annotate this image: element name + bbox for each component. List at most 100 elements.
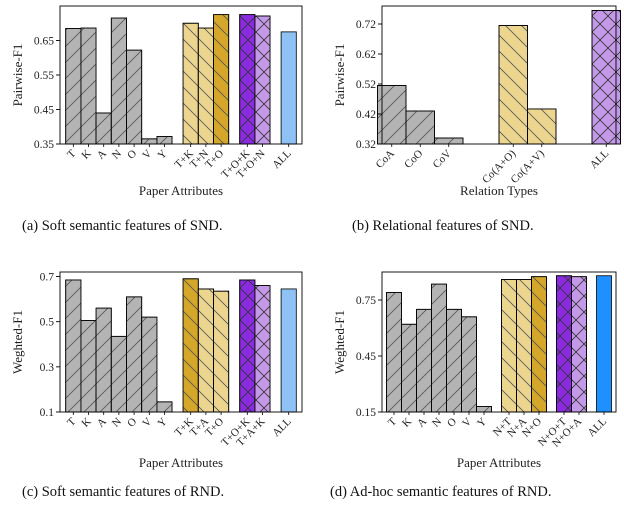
bar-hatch-v (141, 316, 158, 413)
bar-hatch-co-a-v- (527, 108, 557, 145)
y-axis-label: Pairwise-F1 (332, 44, 347, 107)
x-tick-label: K (80, 148, 94, 162)
bar-hatch-cov (434, 137, 464, 145)
bar-hatch-k (401, 323, 417, 413)
x-tick-label: T (386, 415, 399, 428)
bar-hatch-a (95, 112, 112, 145)
x-axis-label: Paper Attributes (139, 183, 223, 198)
y-tick-label: 0.5 (40, 317, 55, 329)
y-tick-label: 0.35 (34, 139, 54, 151)
caption-b: (b) Relational features of SND. (352, 218, 534, 234)
x-tick-label: ALL (588, 147, 612, 171)
bar-hatch-y (476, 405, 492, 413)
x-tick-label: N (110, 416, 124, 430)
x-tick-label: T+O (203, 148, 226, 171)
y-tick-label: 0.7 (40, 272, 55, 284)
x-tick-label: N (430, 416, 444, 430)
x-tick-label: A (95, 416, 109, 430)
chart-d: 0.150.450.75T K A N O V Y N+TN+AN+ON+O+TN+O+A AL… (332, 271, 617, 470)
bar-hatch-n-o (531, 276, 547, 413)
bar-hatch-n-t (501, 279, 517, 413)
y-tick-label: 0.52 (356, 79, 376, 91)
y-tick-label: 0.55 (34, 70, 54, 82)
bar-hatch-t-n (197, 27, 214, 145)
x-tick-label: T+O (203, 416, 226, 439)
x-tick-label: V (140, 148, 154, 162)
bar-hatch-v (461, 316, 477, 413)
y-tick-label: 0.45 (34, 105, 54, 117)
bar-hatch-n-o-a (571, 276, 587, 413)
bar-hatch-t-a-k (254, 285, 271, 413)
y-tick-label: 0.75 (356, 295, 376, 307)
bar-hatch-coo (405, 110, 435, 145)
y-tick-label: 0.72 (356, 19, 376, 31)
bar-hatch-t-o-k (239, 279, 256, 413)
bar-hatch-t-k (182, 22, 199, 145)
x-tick-label: O (125, 416, 139, 430)
y-tick-label: 0.15 (356, 407, 376, 419)
bar-hatch-o (126, 296, 143, 413)
x-tick-label: CoV (431, 148, 454, 171)
caption-a: (a) Soft semantic features of SND. (22, 218, 223, 234)
x-tick-label: K (80, 416, 94, 430)
caption-c: (c) Soft semantic features of RND. (22, 484, 225, 500)
bar-all (280, 31, 297, 145)
x-tick-label: Y (475, 416, 489, 430)
chart-c: 0.10.30.50.7T K A N O V Y T+KT+AT+OT+O+KT+A+K AL… (10, 271, 303, 470)
y-axis-label: Weghted-F1 (332, 310, 347, 374)
bar-hatch-n (110, 335, 127, 413)
x-tick-label: V (460, 416, 474, 430)
x-tick-label: T (65, 415, 78, 428)
bar-hatch-o (126, 49, 143, 145)
x-tick-label: A (415, 416, 429, 430)
x-tick-label: ALL (270, 147, 294, 171)
y-tick-label: 0.65 (34, 36, 54, 48)
bar-hatch-co-a-o- (498, 25, 528, 145)
x-tick-label: O (125, 148, 139, 162)
bar-hatch-n (431, 283, 447, 413)
x-tick-label: CoO (402, 148, 425, 171)
bar-hatch-a (95, 307, 112, 413)
bar-hatch-v (141, 138, 158, 145)
x-tick-label: N (110, 148, 124, 162)
x-tick-label: A (95, 148, 109, 162)
bar-hatch-k (80, 27, 97, 145)
caption-d: (d) Ad-hoc semantic features of RND. (330, 484, 552, 500)
plot-frame (381, 5, 617, 145)
chart-a: 0.350.450.550.65T K A N O V Y T+KT+NT+OT+O+KT+O… (10, 5, 303, 198)
x-axis-label: Relation Types (460, 183, 538, 198)
bar-hatch-t-o-n (254, 15, 271, 145)
bar-all (280, 288, 297, 413)
x-tick-label: ALL (586, 415, 610, 439)
x-tick-label: O (445, 416, 459, 430)
plot-frame (381, 271, 617, 413)
bar-hatch-t-a (197, 288, 214, 413)
bar-hatch-k (80, 320, 97, 413)
x-tick-label: Y (156, 148, 170, 162)
plot-frame (59, 271, 303, 413)
x-tick-label: T (65, 147, 78, 160)
bar-hatch-a (416, 308, 432, 413)
y-tick-label: 0.45 (356, 351, 376, 363)
bar-hatch-t (65, 279, 82, 413)
y-tick-label: 0.42 (356, 109, 376, 121)
bar-hatch-t (386, 292, 402, 413)
bar-hatch-n-a (516, 279, 532, 413)
bar-hatch-t-k (182, 278, 199, 413)
bar-hatch-t (65, 28, 82, 145)
y-tick-label: 0.1 (40, 407, 55, 419)
bar-hatch-y (156, 401, 173, 413)
bar-hatch-n (110, 17, 127, 145)
x-axis-label: Paper Attributes (139, 455, 223, 470)
y-tick-label: 0.3 (40, 362, 55, 374)
bar-hatch-t-o (213, 290, 230, 413)
bar-hatch-t-o (213, 14, 230, 145)
bar-hatch-y (156, 136, 173, 145)
bar-hatch-n-o-t (556, 275, 572, 413)
bar-hatch-t-o-k (239, 14, 256, 145)
x-tick-label: V (140, 416, 154, 430)
y-axis-label: Weghted-F1 (10, 310, 25, 374)
x-tick-label: ALL (270, 415, 294, 439)
